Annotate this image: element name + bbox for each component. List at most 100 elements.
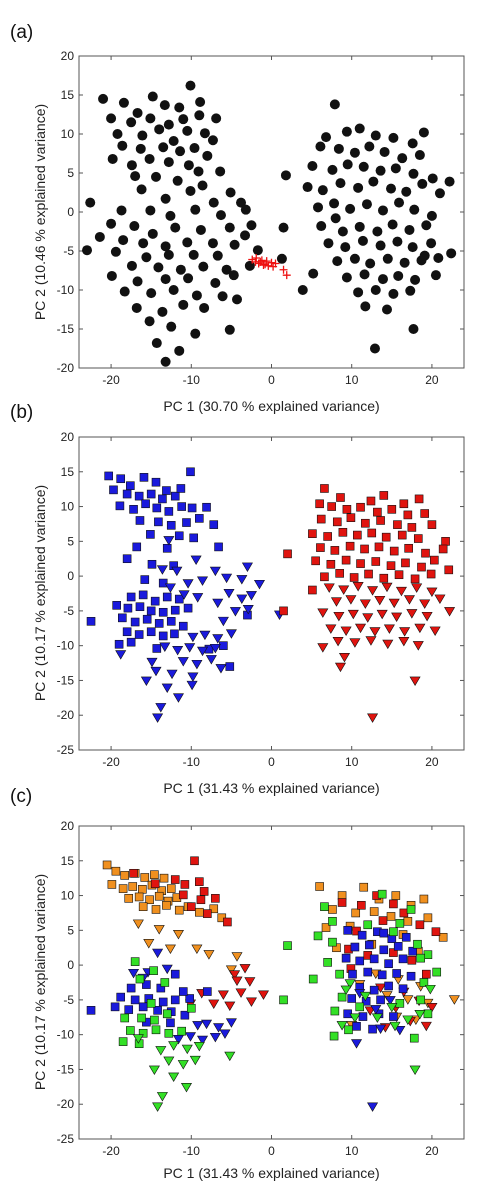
data-point-triangle — [148, 1065, 160, 1076]
data-point-triangle — [362, 613, 374, 623]
data-point-circle — [153, 262, 164, 273]
data-point-circle — [364, 141, 375, 152]
data-point-square — [438, 932, 448, 942]
data-point-circle — [168, 136, 179, 147]
data-point-circle — [118, 97, 129, 108]
data-point-circle — [160, 356, 171, 367]
data-point-circle — [315, 141, 326, 152]
data-point-square — [365, 940, 374, 950]
data-point-square — [154, 891, 164, 901]
data-point-circle — [202, 150, 213, 161]
data-point-square — [410, 574, 420, 584]
data-point-square — [328, 937, 337, 947]
data-point-square — [115, 501, 125, 511]
y-tick-label-b: -25 — [57, 743, 75, 757]
data-point-square — [419, 894, 429, 904]
y-axis-label-c: PC 2 (10.17 % explained variance) — [32, 874, 48, 1090]
data-point-triangle — [334, 662, 347, 673]
data-point-triangle — [221, 573, 233, 584]
x-tick-label-b: 20 — [425, 755, 439, 769]
data-point-circle — [119, 286, 130, 297]
data-point-square — [151, 477, 161, 487]
data-point-triangle — [215, 664, 227, 674]
data-point-triangle — [352, 582, 364, 592]
axis-ticks-b: -20 -10 0 10 20 -25 -20 -15 -10 -5 0 5 10 15 20 — [57, 430, 464, 769]
y-tick-label-a: 20 — [61, 49, 75, 63]
x-axis-label-c: PC 1 (31.43 % explained variance) — [163, 1165, 379, 1181]
data-point-square — [122, 554, 132, 564]
y-tick-label-c: 0 — [67, 958, 74, 972]
data-point-square — [432, 967, 442, 977]
data-point-square — [174, 594, 184, 604]
data-point-square — [399, 499, 409, 509]
data-point-circle — [195, 97, 206, 108]
data-point-square — [164, 1028, 174, 1038]
data-point-triangle — [376, 609, 388, 620]
data-point-square — [377, 970, 387, 980]
data-point-square — [379, 491, 389, 500]
data-point-square — [170, 969, 180, 979]
data-point-square — [162, 592, 172, 602]
data-point-square — [146, 627, 156, 637]
data-point-triangle — [152, 948, 164, 959]
data-point-square — [336, 493, 345, 502]
data-point-circle — [106, 113, 117, 124]
data-point-square — [118, 613, 127, 623]
data-point-square — [379, 945, 389, 955]
x-tick-label-c: -20 — [102, 1144, 120, 1158]
data-point-circle — [407, 242, 418, 253]
data-point-triangle — [229, 970, 241, 980]
data-point-square — [308, 529, 317, 538]
data-point-square — [308, 585, 317, 595]
data-point-circle — [421, 220, 432, 231]
data-point-circle — [190, 328, 201, 339]
data-point-circle — [185, 80, 196, 91]
data-point-triangle — [146, 657, 158, 668]
data-point-square — [178, 890, 188, 900]
data-point-square — [134, 630, 144, 639]
data-points-a — [82, 80, 457, 367]
data-point-square — [176, 484, 186, 493]
data-point-circle — [388, 288, 399, 299]
data-point-square — [126, 637, 136, 647]
data-point-square — [376, 516, 385, 525]
data-point-triangle — [224, 1051, 236, 1062]
data-point-circle — [419, 250, 430, 261]
data-point-circle — [211, 113, 222, 124]
data-point-square — [187, 503, 197, 513]
data-point-square — [126, 592, 136, 602]
data-point-square — [423, 913, 433, 923]
data-point-triangle — [212, 598, 224, 609]
data-point-triangle — [199, 630, 211, 641]
data-point-square — [219, 641, 228, 650]
data-point-circle — [172, 175, 183, 186]
data-point-circle — [98, 93, 109, 104]
data-point-square — [403, 916, 413, 926]
data-point-triangle — [409, 676, 421, 687]
data-point-triangle — [161, 683, 173, 693]
x-tick-label-c: 20 — [425, 1144, 439, 1158]
data-point-circle — [135, 143, 146, 154]
data-point-square — [146, 530, 155, 539]
data-point-square — [389, 899, 398, 909]
data-point-triangle — [349, 1013, 361, 1023]
data-point-circle — [418, 127, 429, 138]
data-point-square — [313, 931, 323, 941]
data-point-triangle — [191, 944, 203, 955]
data-point-triangle — [409, 1065, 421, 1076]
y-tick-label-b: 0 — [67, 569, 74, 583]
y-tick-label-b: 20 — [61, 430, 75, 444]
data-point-triangle — [217, 616, 229, 627]
data-point-circle — [433, 253, 444, 264]
data-point-triangle — [426, 1003, 438, 1013]
data-point-triangle — [156, 565, 168, 575]
data-point-square — [358, 1012, 368, 1021]
data-point-square — [203, 987, 212, 996]
data-point-square — [426, 569, 436, 579]
data-point-circle — [327, 164, 338, 175]
data-point-circle — [397, 153, 408, 164]
data-point-circle — [426, 210, 437, 221]
data-point-circle — [399, 257, 410, 268]
plot-area-a — [78, 55, 465, 369]
